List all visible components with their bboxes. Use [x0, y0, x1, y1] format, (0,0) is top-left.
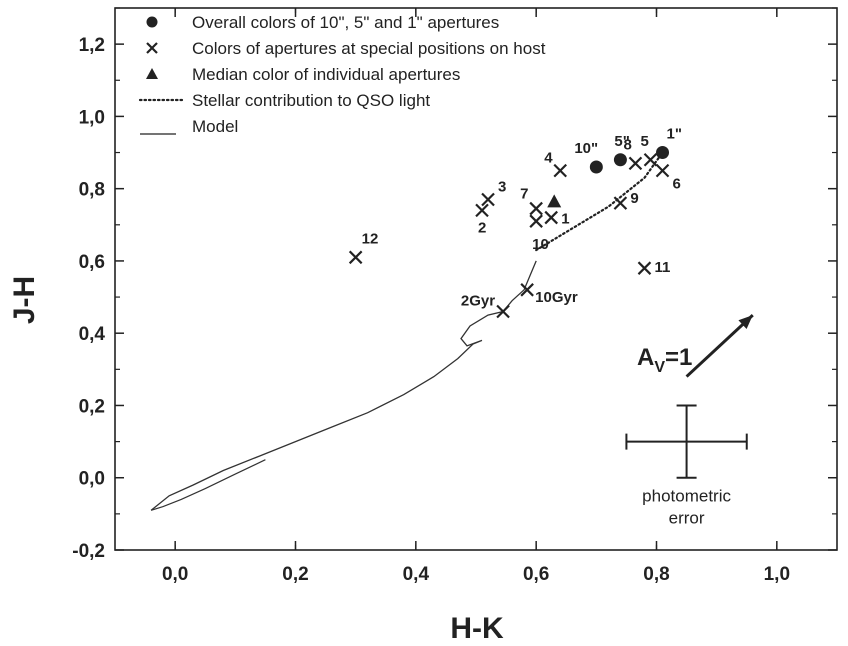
legend-cross-swatch — [146, 42, 158, 54]
model-age-label: 2Gyr — [461, 293, 495, 310]
overall-aperture-marker — [613, 153, 627, 167]
y-tick-label: 1,0 — [79, 107, 105, 128]
x-axis: 0,0 0,2 0,4 0,6 0,8 1,0 — [162, 8, 790, 585]
special-position-marker-stroke-b — [348, 250, 363, 265]
special-position-label: 6 — [673, 176, 681, 193]
legend-circle-swatch — [146, 16, 158, 28]
legend-label: Overall colors of 10", 5" and 1" apertur… — [192, 13, 499, 32]
legend: Overall colors of 10", 5" and 1" apertur… — [138, 13, 546, 136]
special-position-label: 7 — [520, 186, 528, 203]
model-age-label: 10Gyr — [535, 289, 578, 306]
special-position-label: 10 — [532, 236, 549, 253]
overall-aperture-label: 1" — [667, 126, 682, 143]
special-position-marker-stroke-b — [529, 201, 543, 216]
y-axis: -0,2 0,0 0,2 0,4 0,6 0,8 1,0 1,2 — [72, 7, 837, 562]
special-position-label: 4 — [544, 150, 553, 167]
error-bar-label-line2: error — [669, 509, 705, 528]
special-position-marker-stroke-b — [637, 261, 652, 275]
special-position-label: 11 — [654, 259, 670, 276]
special-position-marker-stroke-b — [553, 163, 568, 178]
reddening-vector-label: AV=1 — [637, 344, 692, 376]
error-bar-label-line1: photometric — [642, 487, 731, 506]
special-position-label: 12 — [362, 230, 379, 247]
x-tick-label: 0,0 — [162, 564, 188, 585]
x-tick-label: 0,6 — [523, 564, 549, 585]
annotations: AV=1 photometric error — [625, 314, 754, 528]
overall-aperture-label: 10" — [574, 140, 598, 157]
special-position-label: 2 — [478, 219, 486, 236]
special-position-marker — [348, 250, 363, 265]
overall-aperture-label: 5" — [614, 133, 629, 150]
model-track-lower-branch — [150, 459, 266, 511]
y-tick-label: -0,2 — [72, 541, 105, 562]
reddening-vector-arrow — [685, 314, 754, 378]
reddening-vector-label-main: A — [637, 344, 654, 371]
x-tick-label: 1,0 — [764, 564, 790, 585]
special-position-marker — [481, 192, 495, 207]
y-tick-label: 0,0 — [79, 469, 105, 490]
plot-frame — [114, 7, 838, 551]
model-age-marker-stroke-b — [520, 283, 534, 297]
legend-label: Model — [192, 117, 238, 136]
model-age-marker — [520, 283, 534, 297]
legend-label: Colors of apertures at special positions… — [192, 39, 546, 58]
special-position-marker-stroke-b — [475, 203, 489, 218]
special-position-marker — [637, 261, 652, 275]
special-position-marker — [544, 210, 558, 225]
special-position-marker — [529, 214, 543, 228]
legend-label: Stellar contribution to QSO light — [192, 91, 430, 110]
special-position-marker — [613, 196, 628, 210]
special-position-label: 5 — [640, 133, 648, 150]
special-position-marker — [529, 201, 543, 216]
special-position-marker-stroke-b — [481, 192, 495, 207]
legend-cross-swatch-stroke-b — [146, 42, 158, 54]
reddening-vector-label-suffix: =1 — [665, 344, 692, 371]
y-tick-label: 0,6 — [79, 252, 105, 273]
legend-triangle-swatch — [146, 68, 158, 79]
model-age-marker-stroke-b — [496, 304, 510, 319]
special-position-label: 3 — [498, 179, 506, 196]
special-position-marker-stroke-b — [613, 196, 628, 210]
special-position-marker-stroke-b — [643, 152, 658, 167]
special-position-marker — [475, 203, 489, 218]
x-axis-title: H-K — [450, 612, 504, 645]
y-tick-label: 1,2 — [79, 35, 105, 56]
special-position-marker — [655, 163, 670, 178]
special-position-marker-stroke-b — [628, 156, 643, 171]
special-position-marker-stroke-b — [529, 214, 543, 228]
special-position-label: 8 — [623, 136, 631, 153]
special-position-marker — [643, 152, 658, 167]
y-tick-label: 0,4 — [79, 324, 106, 345]
special-position-marker — [553, 163, 568, 178]
reddening-vector-arrowhead — [738, 315, 753, 330]
special-position-marker-stroke-b — [544, 210, 558, 225]
y-axis-title: J-H — [8, 276, 41, 324]
overall-aperture-marker — [589, 160, 603, 174]
median-individual-marker — [547, 194, 562, 208]
special-position-marker-stroke-b — [655, 163, 670, 178]
overall-aperture-marker — [656, 146, 670, 160]
x-tick-label: 0,8 — [643, 564, 669, 585]
legend-label: Median color of individual apertures — [192, 65, 460, 84]
y-tick-label: 0,8 — [79, 180, 105, 201]
reddening-vector-label-subscript: V — [654, 359, 665, 376]
special-position-label: 9 — [630, 190, 638, 207]
y-tick-label: 0,2 — [79, 396, 105, 417]
model-age-marker — [496, 304, 510, 319]
special-position-label: 1 — [561, 211, 569, 228]
x-tick-label: 0,4 — [403, 564, 430, 585]
x-tick-label: 0,2 — [282, 564, 308, 585]
special-position-marker — [628, 156, 643, 171]
stellar-contribution-line — [535, 151, 664, 252]
